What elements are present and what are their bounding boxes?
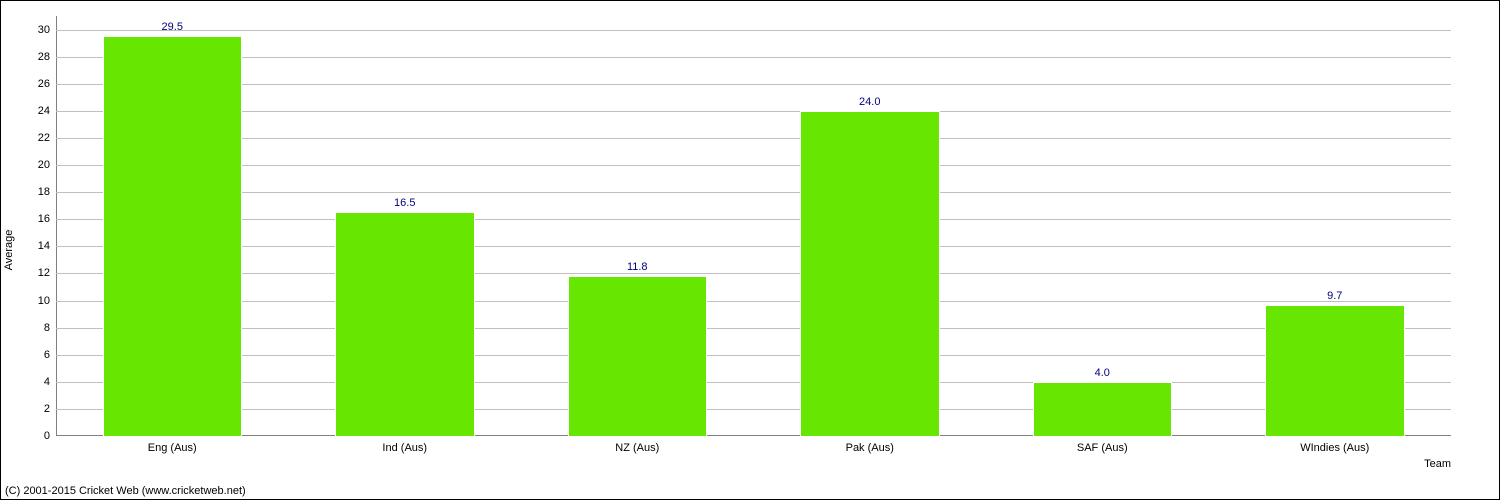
y-tick-label: 24 — [38, 105, 56, 117]
grid-line — [56, 165, 1451, 166]
grid-line — [56, 111, 1451, 112]
y-tick-label: 4 — [44, 376, 56, 388]
bar-value-label: 16.5 — [394, 197, 415, 209]
y-tick-label: 16 — [38, 213, 56, 225]
y-axis-line — [56, 16, 57, 436]
bar: 24.0 — [800, 111, 940, 436]
x-tick-label: NZ (Aus) — [615, 442, 659, 454]
bar: 29.5 — [103, 36, 243, 436]
x-tick-label: Pak (Aus) — [846, 442, 894, 454]
bar-value-label: 9.7 — [1327, 290, 1342, 302]
x-tick-label: WIndies (Aus) — [1300, 442, 1369, 454]
y-tick-label: 6 — [44, 349, 56, 361]
y-tick-label: 2 — [44, 403, 56, 415]
grid-line — [56, 409, 1451, 410]
y-tick-label: 12 — [38, 267, 56, 279]
grid-line — [56, 219, 1451, 220]
y-axis-title: Average — [3, 230, 15, 271]
bar-value-label: 24.0 — [859, 96, 880, 108]
grid-line — [56, 355, 1451, 356]
grid-line — [56, 246, 1451, 247]
bar: 11.8 — [568, 276, 708, 436]
x-axis-line — [56, 435, 1451, 436]
y-tick-label: 28 — [38, 51, 56, 63]
chart-container: Average Team 024681012141618202224262830… — [0, 0, 1500, 500]
y-tick-label: 30 — [38, 24, 56, 36]
x-tick-label: Eng (Aus) — [148, 442, 197, 454]
grid-line — [56, 273, 1451, 274]
y-tick-label: 22 — [38, 132, 56, 144]
bar-value-label: 29.5 — [162, 21, 183, 33]
y-tick-label: 26 — [38, 78, 56, 90]
bar-value-label: 4.0 — [1095, 367, 1110, 379]
y-tick-label: 14 — [38, 240, 56, 252]
y-tick-label: 20 — [38, 159, 56, 171]
grid-line — [56, 328, 1451, 329]
bar: 16.5 — [335, 212, 475, 436]
grid-line — [56, 192, 1451, 193]
grid-line — [56, 301, 1451, 302]
y-tick-label: 0 — [44, 430, 56, 442]
bar: 9.7 — [1265, 305, 1405, 436]
y-tick-label: 8 — [44, 322, 56, 334]
x-tick-label: Ind (Aus) — [382, 442, 427, 454]
grid-line — [56, 84, 1451, 85]
copyright-text: (C) 2001-2015 Cricket Web (www.cricketwe… — [5, 485, 246, 497]
x-axis-title: Team — [1424, 458, 1451, 470]
x-tick-label: SAF (Aus) — [1077, 442, 1128, 454]
grid-line — [56, 382, 1451, 383]
grid-line — [56, 57, 1451, 58]
grid-line — [56, 138, 1451, 139]
grid-line — [56, 30, 1451, 31]
y-tick-label: 18 — [38, 186, 56, 198]
plot-area: Team 02468101214161820222426283029.5Eng … — [56, 16, 1451, 436]
bar: 4.0 — [1033, 382, 1173, 436]
y-tick-label: 10 — [38, 295, 56, 307]
bar-value-label: 11.8 — [627, 261, 648, 273]
